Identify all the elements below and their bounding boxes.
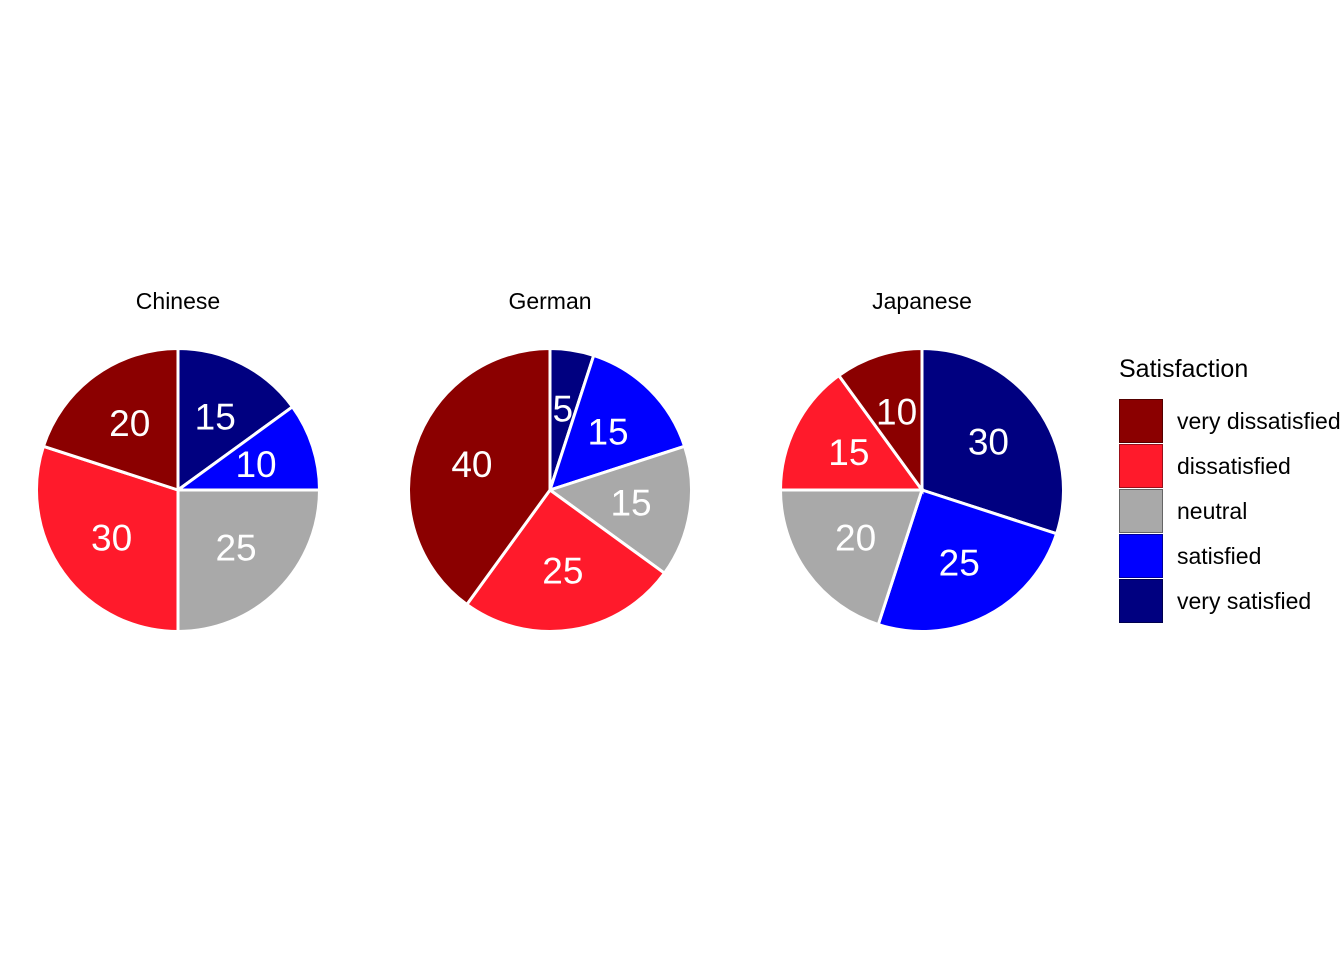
svg-text:40: 40 (451, 444, 492, 485)
svg-text:20: 20 (109, 403, 150, 444)
svg-text:15: 15 (828, 432, 869, 473)
svg-text:25: 25 (939, 543, 980, 584)
svg-text:15: 15 (195, 396, 236, 437)
svg-text:30: 30 (968, 421, 1009, 462)
svg-text:25: 25 (542, 551, 583, 592)
svg-text:5: 5 (553, 388, 574, 429)
svg-text:10: 10 (235, 444, 276, 485)
svg-text:10: 10 (876, 391, 917, 432)
svg-text:25: 25 (215, 528, 256, 569)
svg-text:15: 15 (587, 411, 628, 452)
svg-text:30: 30 (91, 518, 132, 559)
svg-text:20: 20 (835, 518, 876, 559)
svg-text:15: 15 (610, 482, 651, 523)
